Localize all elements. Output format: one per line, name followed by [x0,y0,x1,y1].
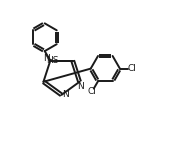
Text: Cl: Cl [88,87,97,96]
Text: N: N [62,90,69,99]
Text: N: N [77,82,84,91]
Text: N: N [43,54,50,63]
Text: Cl: Cl [127,64,136,73]
Text: HS: HS [46,56,58,65]
